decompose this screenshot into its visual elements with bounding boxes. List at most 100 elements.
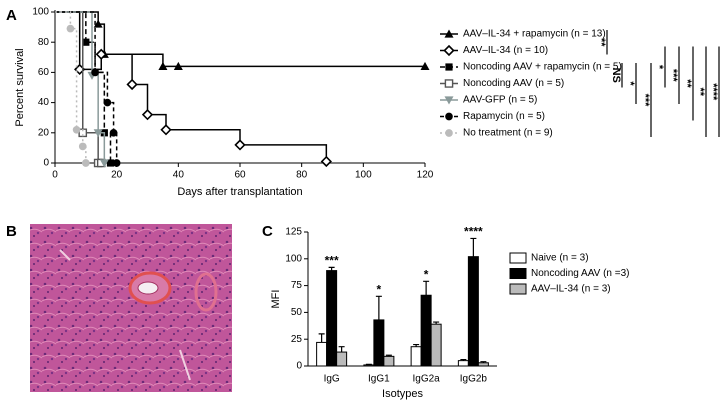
marker [445, 112, 453, 121]
x-tick-label: 80 [296, 170, 308, 181]
significance-label: **** [707, 83, 719, 101]
significance-label: *** [639, 94, 651, 108]
legend-label: Naive (n = 3) [531, 253, 589, 264]
legend-label: AAV–IL-34 (n = 3) [531, 284, 611, 295]
marker [72, 125, 81, 134]
legend-label: AAV-GFP (n = 5) [463, 95, 537, 106]
bar [410, 346, 422, 367]
y-tick-label: 40 [38, 97, 50, 108]
significance-label: **** [464, 225, 483, 239]
legend-label: Noncoding AAV (n = 5) [463, 78, 564, 89]
legend-label: AAV–IL-34 + rapamycin (n = 13) [463, 29, 606, 40]
error-bar [423, 280, 430, 296]
marker [320, 155, 332, 168]
error-bar [318, 333, 325, 343]
bar [383, 355, 395, 367]
significance-label: * [377, 282, 382, 296]
vessel [194, 272, 218, 312]
marker [93, 19, 103, 28]
marker [443, 44, 455, 57]
y-tick-label: 0 [296, 361, 302, 372]
marker [444, 79, 454, 88]
bar [457, 360, 469, 367]
bar [326, 270, 338, 367]
marker [234, 139, 246, 151]
error-bar [328, 266, 335, 271]
x-tick-label: IgG [324, 374, 340, 385]
error-bar [338, 346, 345, 353]
survival-line [55, 11, 118, 163]
x-axis-title: Days after transplantation [177, 186, 302, 198]
y-tick-label: 60 [38, 67, 50, 78]
y-tick-label: 50 [291, 307, 303, 318]
vessel-lumen [137, 281, 159, 295]
marker [112, 159, 121, 167]
y-axis-title: MFI [270, 290, 282, 309]
marker [78, 142, 87, 151]
x-tick-label: IgG2b [460, 374, 488, 385]
x-tick-label: 120 [417, 170, 434, 181]
bar [373, 319, 385, 367]
significance-label: *** [325, 254, 339, 268]
bar [467, 256, 479, 367]
histology-image [30, 224, 232, 392]
marker [445, 63, 453, 71]
x-tick-label: 20 [111, 170, 123, 181]
legend-swatch [509, 283, 527, 295]
legend-label: AAV–IL-34 (n = 10) [463, 45, 548, 56]
marker [78, 128, 88, 138]
y-tick-label: 100 [285, 253, 302, 264]
legend-swatch [509, 252, 527, 264]
marker [445, 129, 453, 137]
tissue-fiber [59, 249, 191, 381]
y-tick-label: 75 [291, 280, 303, 291]
error-bar [375, 295, 382, 320]
legend-label: Noncoding AAV + rapamycin (n = 5) [463, 62, 622, 73]
survival-line [55, 11, 87, 163]
marker [158, 61, 168, 70]
y-tick-label: 20 [38, 127, 50, 138]
marker [99, 159, 109, 168]
significance-label: * [653, 65, 665, 70]
significance-label: *** [667, 69, 679, 83]
bar [430, 323, 442, 367]
marker [82, 159, 90, 167]
error-bar [385, 354, 392, 357]
bar [336, 351, 348, 367]
survival-line [55, 11, 425, 68]
y-tick-label: 0 [43, 158, 49, 169]
marker [444, 96, 454, 105]
x-axis-title: Isotypes [382, 388, 423, 400]
y-tick-label: 25 [291, 334, 303, 345]
legend-label: Rapamycin (n = 5) [463, 111, 545, 122]
marker [444, 29, 454, 38]
marker [126, 78, 138, 91]
marker [95, 48, 107, 60]
x-tick-label: IgG2a [413, 374, 441, 385]
significance-label: * [624, 81, 636, 86]
legend-label: Noncoding AAV (n =3) [531, 268, 630, 279]
y-tick-label: 100 [32, 7, 49, 18]
marker [173, 61, 183, 70]
y-tick-label: 125 [285, 227, 302, 238]
marker [82, 38, 90, 46]
significance-label: ** [681, 79, 693, 88]
legend-swatch [509, 268, 527, 279]
x-tick-label: IgG1 [368, 374, 390, 385]
survival-line [55, 11, 328, 162]
significance-label: NS [610, 68, 622, 83]
bar [477, 362, 489, 367]
error-bar [433, 321, 440, 325]
significance-label: * [424, 267, 429, 281]
error-bar [480, 361, 487, 363]
panel-label: C [262, 223, 273, 240]
marker [141, 109, 154, 121]
x-tick-label: 40 [173, 170, 185, 181]
legend-label: No treatment (n = 9) [463, 128, 553, 139]
error-bar [365, 363, 372, 365]
error-bar [470, 237, 477, 257]
marker [66, 24, 75, 33]
x-tick-label: 0 [52, 170, 58, 181]
bar [420, 294, 432, 367]
